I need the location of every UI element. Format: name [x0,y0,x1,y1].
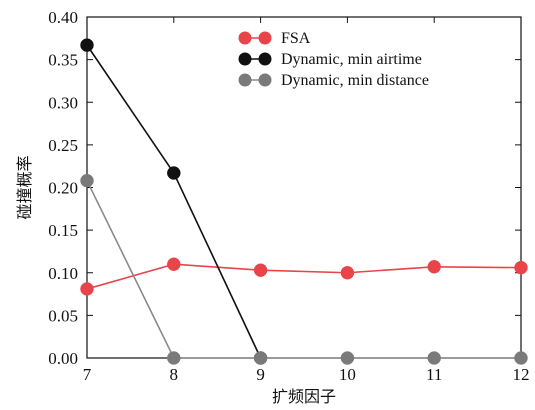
data-point [80,173,94,188]
y-tick-label: 0.25 [48,136,78,155]
legend-entry: FSA [238,30,311,47]
series-line [86,44,262,359]
x-tick-label: 10 [339,365,356,384]
y-tick-label: 0.05 [48,306,78,325]
series-line [86,263,522,290]
legend-label: Dynamic, min airtime [281,51,422,68]
legend: FSA Dynamic, min airtime Dynamic, min dist… [238,30,429,89]
data-point [80,38,94,52]
legend-entry: Dynamic, min airtime [238,51,422,68]
series-2 [80,173,528,365]
y-tick-label: 0.20 [48,179,78,198]
x-tick-label: 7 [83,365,92,384]
data-point [80,282,94,296]
y-tick-label: 0.35 [48,51,78,70]
series-0 [80,257,528,296]
data-point [514,260,528,275]
legend-marker [238,73,252,87]
data-point [167,257,181,271]
series-1 [80,38,268,365]
legend-marker [258,73,272,87]
legend-label: FSA [281,30,311,47]
data-point [340,266,355,280]
data-point [167,166,181,180]
y-tick-label: 0.10 [48,264,78,283]
legend-label: Dynamic, min distance [281,72,429,89]
data-point [167,351,181,365]
y-tick-label: 0.30 [48,93,78,112]
x-axis-label: 扩频因子 [272,387,336,406]
data-point [253,351,268,365]
legend-marker [258,52,272,66]
series-line [86,180,521,359]
legend-marker [258,31,272,45]
y-tick-label: 0.15 [48,221,78,240]
x-tick-label: 11 [426,365,442,384]
y-tick-label: 0.00 [48,349,78,368]
legend-marker [238,52,252,66]
y-axis-label: 碰撞概率 [15,155,34,219]
data-point [427,260,441,274]
legend-marker [238,31,252,45]
x-tick-label: 12 [513,365,530,384]
data-point [514,351,528,365]
series-layer [80,38,528,365]
y-tick-label: 0.40 [48,8,78,27]
data-point [340,351,355,365]
data-point [253,263,268,277]
x-tick-label: 9 [256,365,265,384]
x-tick-label: 8 [170,365,179,384]
data-point [427,351,441,365]
legend-entry: Dynamic, min distance [238,72,429,89]
plot-frame [86,16,522,359]
